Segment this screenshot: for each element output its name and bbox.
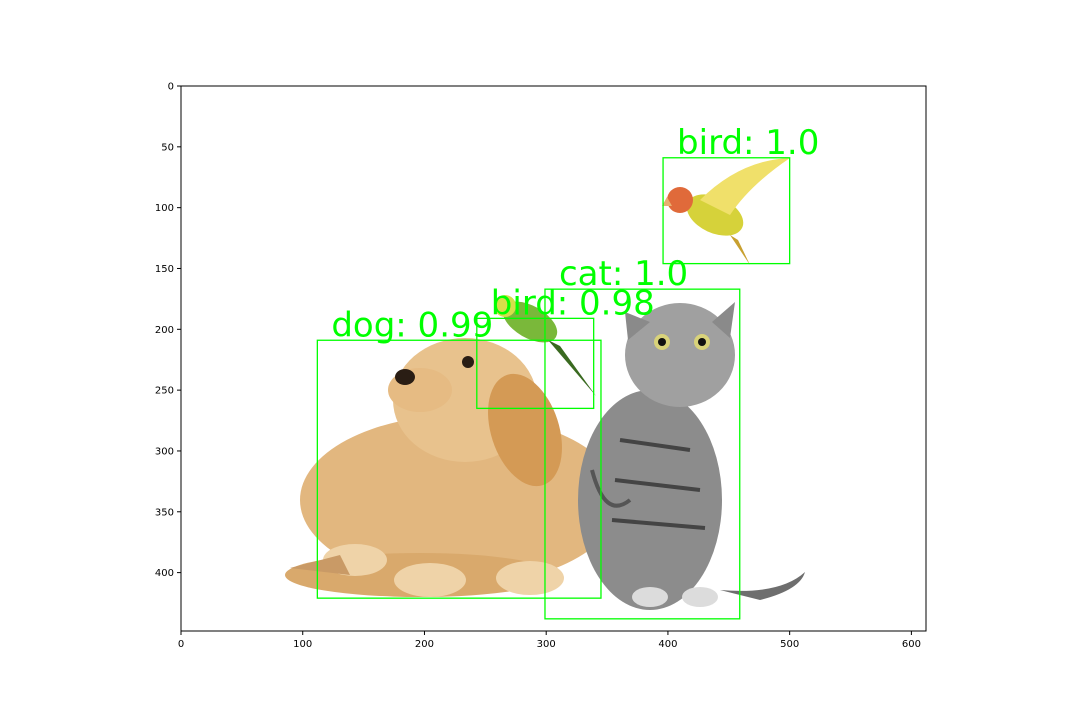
- x-axis-ticks: 0 100 200 300 400 500 600: [178, 631, 921, 650]
- dog-illustration: [285, 338, 620, 597]
- y-tick-label: 150: [155, 264, 174, 275]
- y-tick-label: 50: [161, 142, 174, 153]
- photo-image: [181, 86, 926, 631]
- budgie-illustration: [494, 295, 596, 396]
- detection-label-bird: bird: 1.0: [677, 123, 819, 163]
- axes-frame: [180, 85, 927, 632]
- detection-box-dog: [316, 339, 602, 599]
- detection-box-bird: [476, 317, 595, 410]
- detection-box-cat: [544, 288, 741, 620]
- x-tick-label: 100: [293, 639, 312, 650]
- detection-box-bird: [662, 157, 791, 265]
- y-tick-label: 0: [168, 82, 174, 93]
- y-tick-label: 350: [155, 507, 174, 518]
- detection-label-cat: cat: 1.0: [559, 254, 688, 294]
- detection-label-bird: bird: 0.98: [491, 283, 655, 323]
- y-tick-label: 400: [155, 568, 174, 579]
- x-tick-label: 600: [902, 639, 921, 650]
- y-tick-label: 100: [155, 203, 174, 214]
- x-tick-label: 300: [537, 639, 556, 650]
- lovebird-illustration: [662, 158, 790, 265]
- x-tick-label: 500: [780, 639, 799, 650]
- x-tick-label: 200: [415, 639, 434, 650]
- cat-illustration: [578, 302, 805, 610]
- x-tick-label: 0: [178, 639, 184, 650]
- y-axis-ticks: 0 50 100 150 200 250 300 350 400: [155, 82, 181, 579]
- y-tick-label: 250: [155, 386, 174, 397]
- y-tick-label: 200: [155, 325, 174, 336]
- detection-label-dog: dog: 0.99: [331, 305, 493, 345]
- x-tick-label: 400: [658, 639, 677, 650]
- y-tick-label: 300: [155, 446, 174, 457]
